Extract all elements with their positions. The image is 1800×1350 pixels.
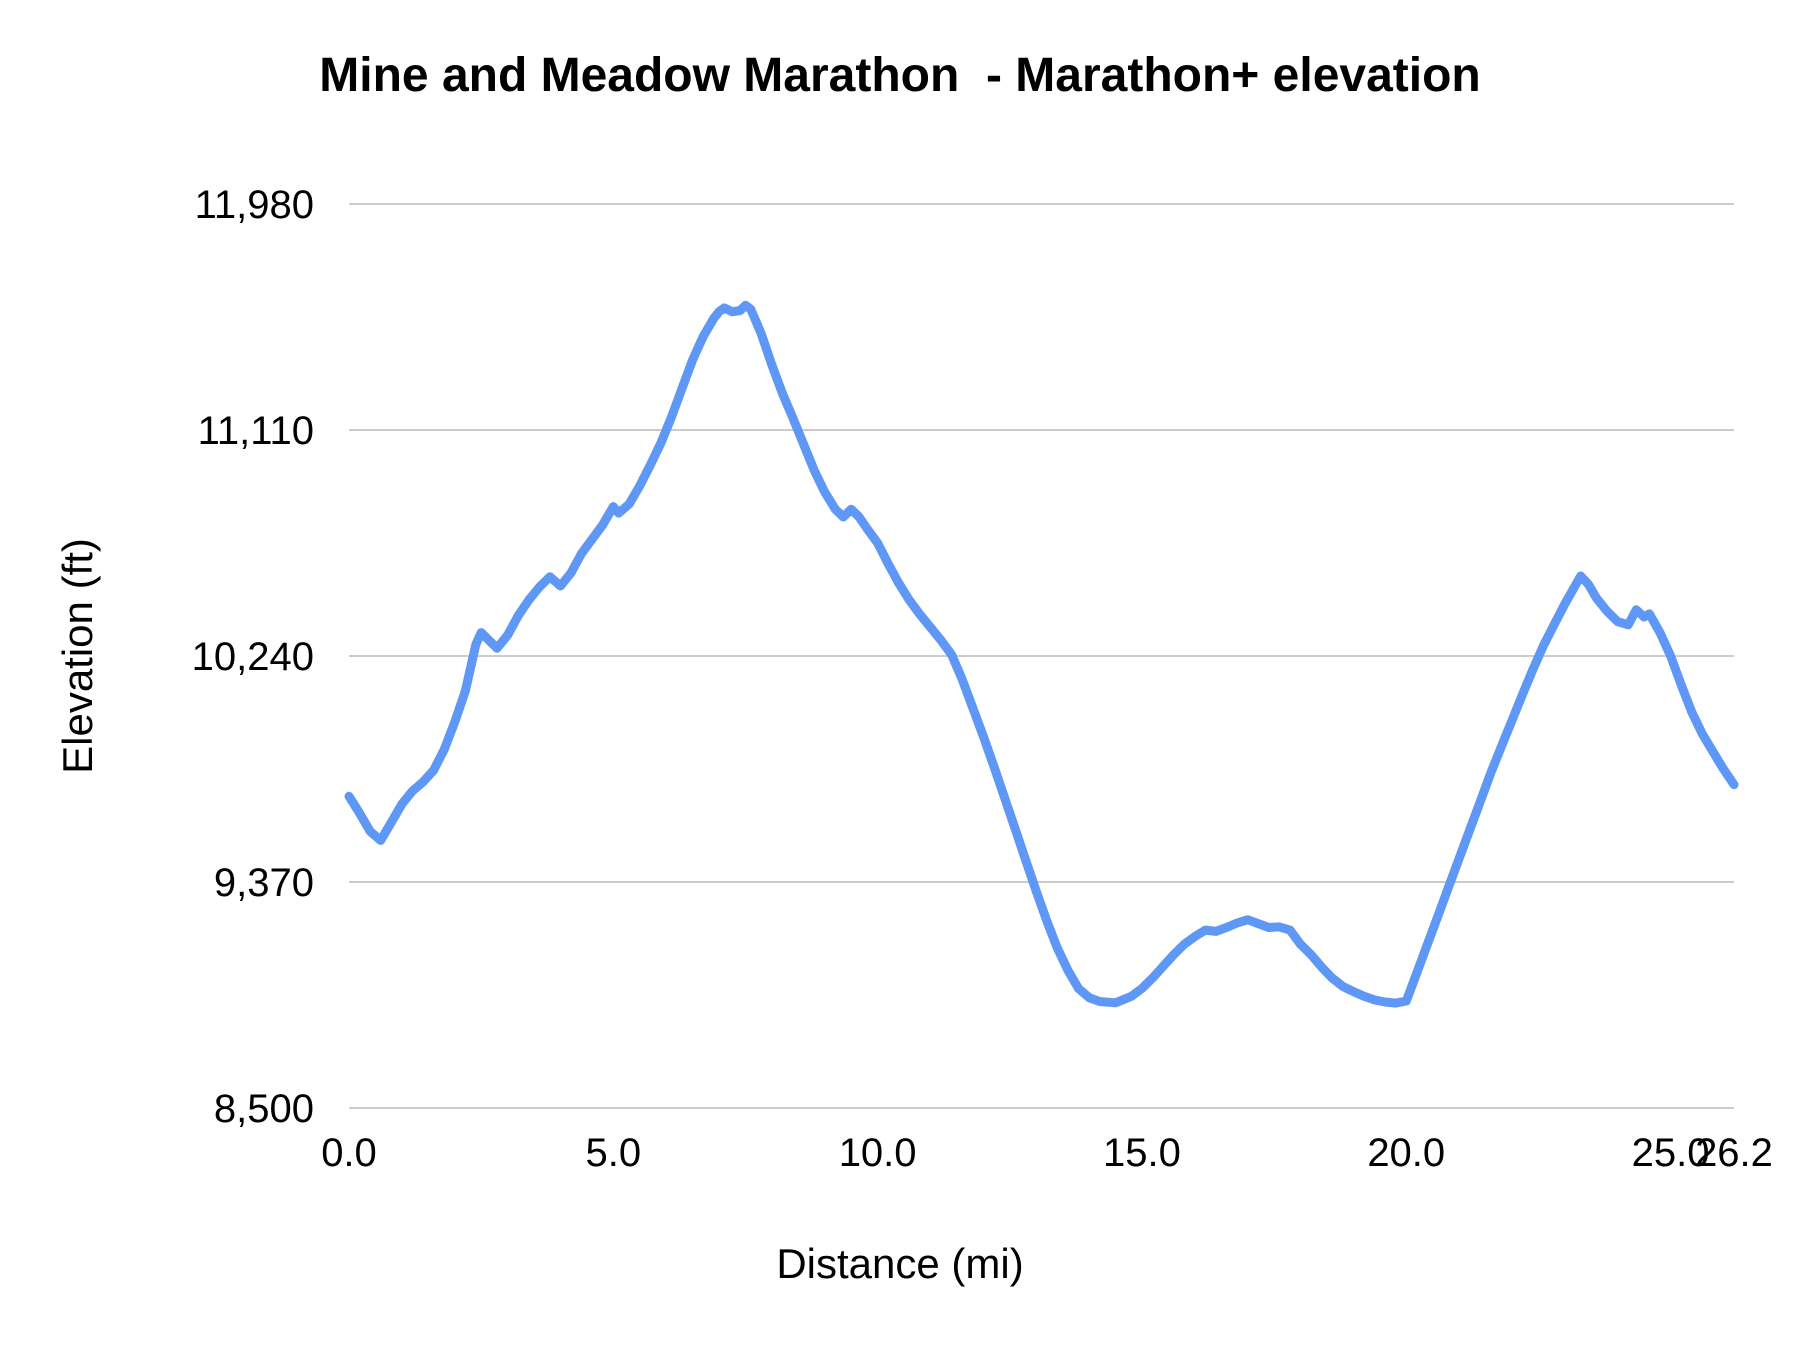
x-tick-label: 10.0 xyxy=(839,1131,917,1175)
x-tick-label: 0.0 xyxy=(321,1131,377,1175)
y-tick-label: 10,240 xyxy=(192,635,314,679)
x-tick-label: 25.0 xyxy=(1632,1131,1710,1175)
x-tick-label: 20.0 xyxy=(1367,1131,1445,1175)
chart-title: Mine and Meadow Marathon - Marathon+ ele… xyxy=(319,49,1481,102)
y-tick-label: 9,370 xyxy=(214,861,314,905)
y-tick-label: 11,980 xyxy=(195,183,314,227)
y-tick-label: 11,110 xyxy=(198,409,314,453)
x-tick-label: 5.0 xyxy=(586,1131,642,1175)
x-tick-label: 15.0 xyxy=(1103,1131,1181,1175)
x-tick-label: 26.2 xyxy=(1695,1131,1773,1175)
elevation-line xyxy=(344,300,1739,1008)
y-tick-label: 8,500 xyxy=(214,1087,314,1131)
x-axis-title: Distance (mi) xyxy=(776,1240,1024,1287)
